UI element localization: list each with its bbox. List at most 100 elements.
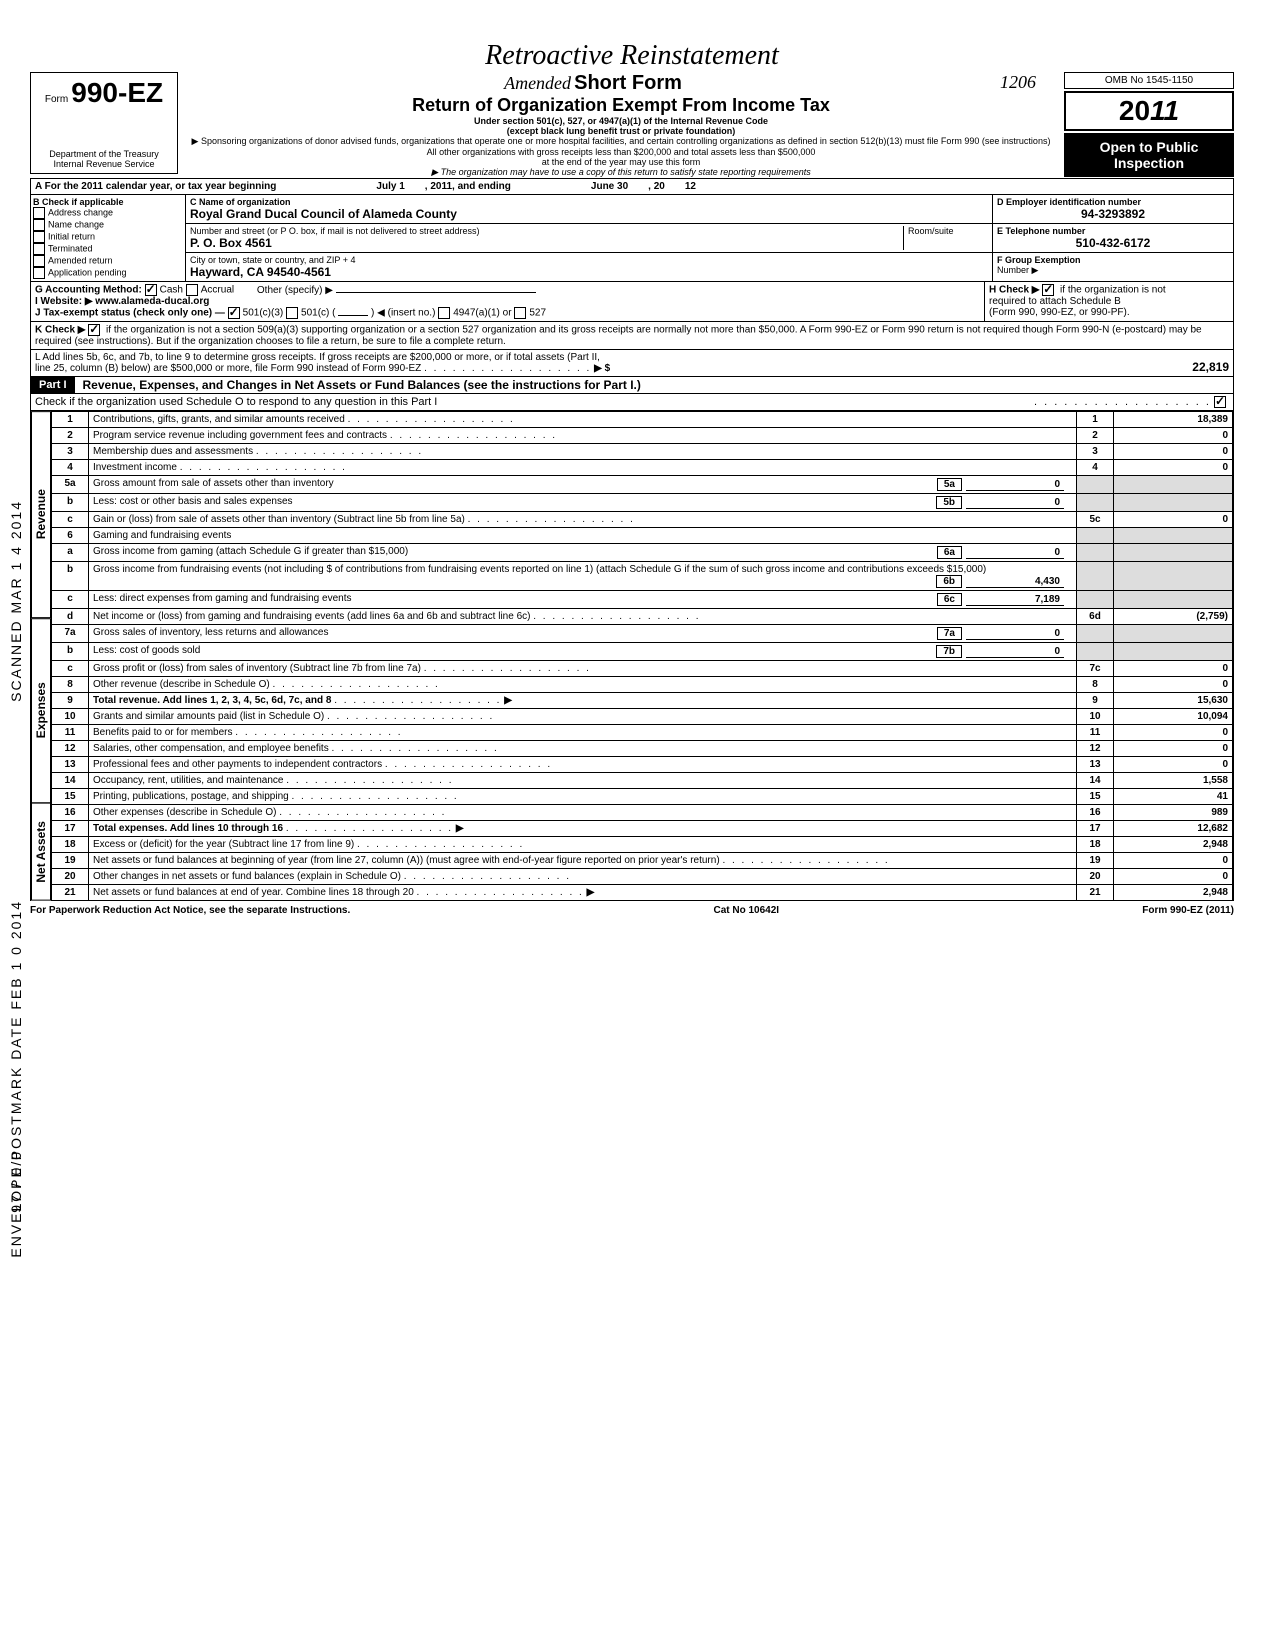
check-name[interactable]: Name change: [33, 219, 183, 231]
row-g: G Accounting Method: Cash Accrual Other …: [35, 284, 980, 296]
line-number: 16: [52, 805, 89, 821]
line-amount: 0: [1114, 741, 1233, 757]
line-ref: [1077, 562, 1114, 591]
year-suffix: 11: [1150, 95, 1179, 126]
line-ref: 16: [1077, 805, 1114, 821]
line-description: Less: cost of goods sold7b0: [89, 643, 1077, 661]
line-ref: [1077, 544, 1114, 562]
period-row: A For the 2011 calendar year, or tax yea…: [30, 178, 1234, 194]
line-description: Net assets or fund balances at end of ye…: [89, 885, 1077, 901]
footer: For Paperwork Reduction Act Notice, see …: [30, 901, 1234, 916]
line-number: 3: [52, 444, 89, 460]
line-description: Gross income from gaming (attach Schedul…: [89, 544, 1077, 562]
line-number: 1: [52, 412, 89, 428]
table-row: 14Occupancy, rent, utilities, and mainte…: [52, 773, 1233, 789]
line-ref: 3: [1077, 444, 1114, 460]
footer-left: For Paperwork Reduction Act Notice, see …: [30, 905, 350, 916]
form-number: 990-EZ: [71, 77, 163, 108]
side-stamp-code: 97 / 0/0: [8, 1150, 24, 1213]
check-cash[interactable]: [145, 284, 157, 296]
row-h: H Check ▶ if the organization is not req…: [985, 282, 1233, 321]
header-center: Amended Short Form 1206 Return of Organi…: [186, 72, 1056, 178]
table-row: 13Professional fees and other payments t…: [52, 757, 1233, 773]
table-row: 18Excess or (deficit) for the year (Subt…: [52, 837, 1233, 853]
check-schedule-o[interactable]: [1214, 396, 1226, 408]
room-label: Room/suite: [908, 226, 988, 236]
line-amount: [1114, 494, 1233, 512]
line-amount: 10,094: [1114, 709, 1233, 725]
check-address[interactable]: Address change: [33, 207, 183, 219]
header-note-4: ▶ The organization may have to use a cop…: [186, 167, 1056, 178]
handwritten-amended: Amended: [504, 73, 571, 93]
line-number: 10: [52, 709, 89, 725]
line-ref: 6d: [1077, 609, 1114, 625]
check-amended[interactable]: Amended return: [33, 255, 183, 267]
line-ref: [1077, 494, 1114, 512]
label-expenses: Expenses: [31, 618, 51, 803]
line-number: 6: [52, 528, 89, 544]
line-number: 15: [52, 789, 89, 805]
table-row: 19Net assets or fund balances at beginni…: [52, 853, 1233, 869]
line-description: Total expenses. Add lines 10 through 16 …: [89, 821, 1077, 837]
line-description: Gross amount from sale of assets other t…: [89, 476, 1077, 494]
check-terminated[interactable]: Terminated: [33, 243, 183, 255]
check-4947[interactable]: [438, 307, 450, 319]
return-title: Return of Organization Exempt From Incom…: [186, 95, 1056, 116]
line-number: 13: [52, 757, 89, 773]
line-description: Less: direct expenses from gaming and fu…: [89, 591, 1077, 609]
line-ref: 7c: [1077, 661, 1114, 677]
line-description: Excess or (deficit) for the year (Subtra…: [89, 837, 1077, 853]
period-begin: July 1: [376, 181, 404, 192]
line-description: Membership dues and assessments: [89, 444, 1077, 460]
line-number: 21: [52, 885, 89, 901]
line-amount: 18,389: [1114, 412, 1233, 428]
section-d-label: D Employer identification number: [997, 197, 1229, 207]
handwritten-title: Retroactive Reinstatement: [30, 40, 1234, 72]
handwritten-1206: 1206: [1000, 72, 1036, 93]
check-accrual[interactable]: [186, 284, 198, 296]
check-k[interactable]: [88, 324, 100, 336]
section-def: D Employer identification number 94-3293…: [993, 195, 1233, 281]
label-revenue: Revenue: [31, 411, 51, 618]
inspection: Inspection: [1070, 155, 1228, 171]
line-amount: [1114, 528, 1233, 544]
check-501c[interactable]: [286, 307, 298, 319]
line-amount: 12,682: [1114, 821, 1233, 837]
line-amount: 0: [1114, 512, 1233, 528]
row-i: I Website: ▶ www.alameda-ducal.org: [35, 296, 980, 307]
table-row: 2Program service revenue including gover…: [52, 428, 1233, 444]
line-description: Gaming and fundraising events: [89, 528, 1077, 544]
line-amount: 0: [1114, 853, 1233, 869]
table-row: 5aGross amount from sale of assets other…: [52, 476, 1233, 494]
section-c-label: C Name of organization: [190, 197, 988, 207]
table-row: bLess: cost or other basis and sales exp…: [52, 494, 1233, 512]
street-label: Number and street (or P O. box, if mail …: [190, 226, 903, 236]
table-row: aGross income from gaming (attach Schedu…: [52, 544, 1233, 562]
form-badge: Form 990-EZ Department of the Treasury I…: [30, 72, 178, 174]
table-row: 11Benefits paid to or for members 110: [52, 725, 1233, 741]
period-end-year: 12: [685, 181, 696, 192]
rows-g-l: G Accounting Method: Cash Accrual Other …: [30, 282, 1234, 377]
line-ref: 4: [1077, 460, 1114, 476]
line-description: Total revenue. Add lines 1, 2, 3, 4, 5c,…: [89, 693, 1077, 709]
check-527[interactable]: [514, 307, 526, 319]
line-amount: 0: [1114, 725, 1233, 741]
section-c: C Name of organization Royal Grand Ducal…: [186, 195, 993, 281]
line-description: Printing, publications, postage, and shi…: [89, 789, 1077, 805]
check-h[interactable]: [1042, 284, 1054, 296]
org-info-grid: B Check if applicable Address change Nam…: [30, 194, 1234, 282]
line-number: 4: [52, 460, 89, 476]
check-pending[interactable]: Application pending: [33, 267, 183, 279]
line-number: b: [52, 643, 89, 661]
line-number: c: [52, 661, 89, 677]
line-description: Salaries, other compensation, and employ…: [89, 741, 1077, 757]
check-501c3[interactable]: [228, 307, 240, 319]
omb-number: OMB No 1545-1150: [1064, 72, 1234, 89]
line-amount: 0: [1114, 661, 1233, 677]
line-number: 18: [52, 837, 89, 853]
line-description: Gross sales of inventory, less returns a…: [89, 625, 1077, 643]
section-b: B Check if applicable Address change Nam…: [31, 195, 186, 281]
line-ref: 2: [1077, 428, 1114, 444]
check-initial[interactable]: Initial return: [33, 231, 183, 243]
table-row: 21Net assets or fund balances at end of …: [52, 885, 1233, 901]
